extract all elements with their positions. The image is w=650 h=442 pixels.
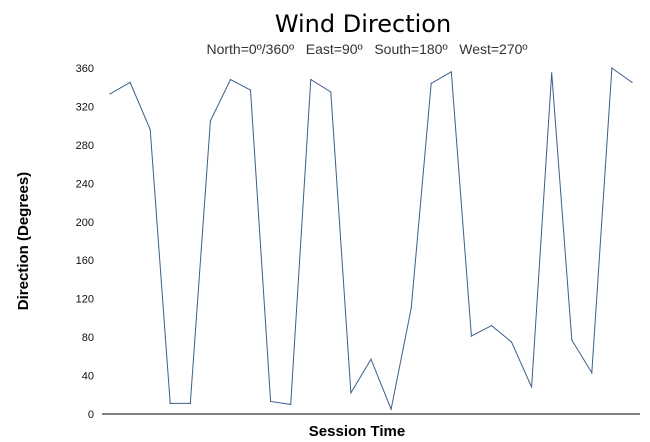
data-point [531,386,533,388]
chart-subtitle: North=0º/360º East=90º South=180º West=2… [206,41,527,57]
y-tick-label: 40 [82,371,94,383]
data-point [430,82,432,84]
data-point [290,403,292,405]
data-point [209,120,211,122]
y-tick-label: 80 [82,332,94,344]
data-point [270,400,272,403]
data-point [490,325,493,327]
data-points [109,67,633,410]
data-point [129,81,131,83]
series-line [109,67,633,411]
data-point [611,67,613,69]
data-point [249,89,252,91]
data-point [450,71,452,73]
data-point [350,392,352,394]
y-tick-label: 120 [76,294,94,306]
data-point [591,372,593,374]
data-point [571,339,573,341]
x-axis-label: Session Time [309,423,405,440]
y-axis-label: Direction (Degrees) [15,172,32,310]
data-point [370,358,372,360]
data-point [510,341,513,343]
y-tick-label: 320 [76,101,94,113]
y-tick-label: 240 [76,178,94,190]
data-point [169,402,171,404]
data-point [189,402,191,404]
chart-title: Wind Direction [275,10,451,38]
data-point [229,78,232,81]
y-tick-label: 160 [76,255,94,267]
data-point [410,307,412,309]
y-tick-label: 360 [76,63,94,75]
y-axis-ticks: 0 40 80 120 160 200 240 280 320 360 [76,63,94,421]
data-point [390,408,392,410]
data-point [631,81,633,83]
data-point [109,93,111,95]
data-point [149,128,151,131]
y-tick-label: 200 [76,217,94,229]
data-point [310,78,312,81]
data-point [551,72,553,74]
data-point [330,91,332,93]
y-tick-label: 0 [88,409,94,421]
y-tick-label: 280 [76,140,94,152]
data-point [470,335,472,337]
